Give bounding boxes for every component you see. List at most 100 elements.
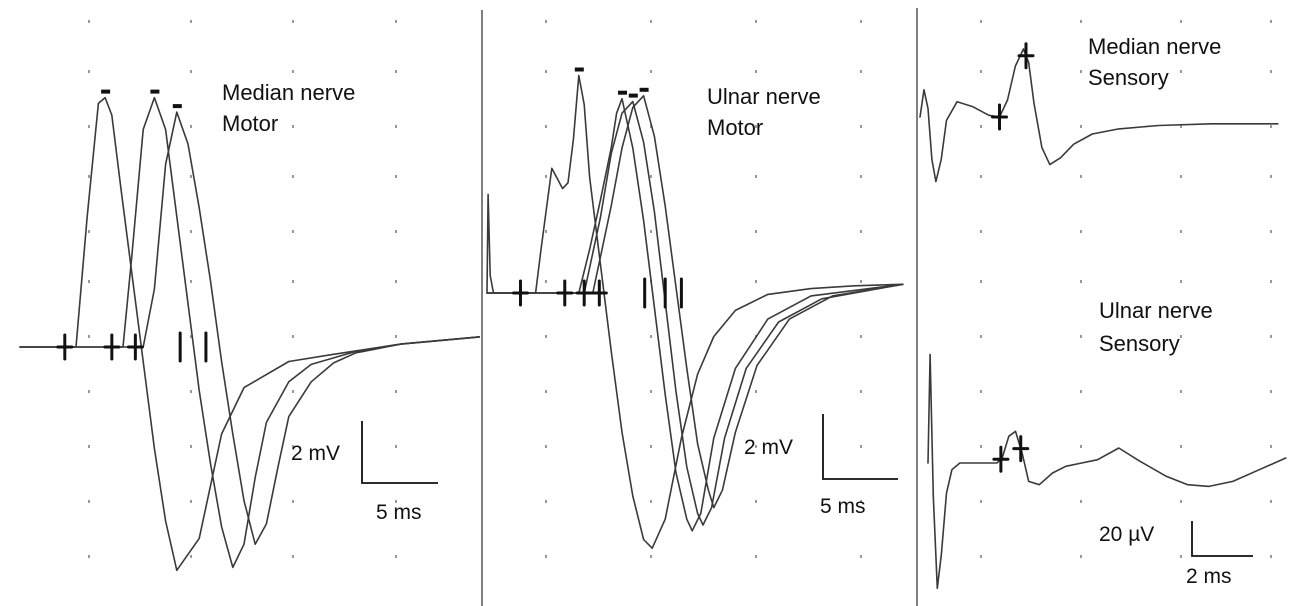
grid-dot xyxy=(860,390,862,393)
grid-dot xyxy=(1080,390,1082,393)
grid-dot xyxy=(860,70,862,73)
median-motor-scale-time: 5 ms xyxy=(376,501,422,524)
grid-dot xyxy=(190,390,192,393)
grid-dot xyxy=(980,280,982,283)
grid-dot xyxy=(1270,175,1272,178)
ulnar-motor-scale-time: 5 ms xyxy=(820,495,866,518)
grid-dot xyxy=(1080,230,1082,233)
grid-dot xyxy=(1180,390,1182,393)
grid-dot xyxy=(88,335,90,338)
series-line-2 xyxy=(19,96,480,569)
sensory-scale-bar xyxy=(1191,521,1253,557)
grid-dot xyxy=(755,70,757,73)
grid-dot xyxy=(1180,335,1182,338)
grid-dot xyxy=(650,20,652,23)
grid-dot xyxy=(190,175,192,178)
grid-dot xyxy=(1180,175,1182,178)
grid-dot xyxy=(980,500,982,503)
grid-dot xyxy=(292,500,294,503)
grid-dot xyxy=(190,445,192,448)
grid-dot xyxy=(1080,500,1082,503)
grid-dot xyxy=(860,230,862,233)
grid-dot xyxy=(292,390,294,393)
grid-dot xyxy=(1180,20,1182,23)
grid-dot xyxy=(1080,70,1082,73)
grid-dot xyxy=(395,445,397,448)
grid-dot xyxy=(88,280,90,283)
grid-dot xyxy=(1270,390,1272,393)
background-grid-dots xyxy=(88,20,1272,558)
grid-dot xyxy=(755,175,757,178)
grid-dot xyxy=(395,175,397,178)
grid-dot xyxy=(1180,125,1182,128)
grid-dot xyxy=(755,500,757,503)
peak-marker-1 xyxy=(574,67,584,72)
ulnar-motor-markers xyxy=(511,277,683,309)
grid-dot xyxy=(395,125,397,128)
grid-dot xyxy=(650,445,652,448)
grid-dot xyxy=(395,390,397,393)
peak-marker-1 xyxy=(101,89,111,94)
grid-dot xyxy=(1080,445,1082,448)
series-line-1 xyxy=(486,74,904,549)
ulnar-motor-panel: Ulnar nerve Motor 2 mV 5 ms xyxy=(486,67,904,549)
grid-dot xyxy=(650,70,652,73)
grid-dot xyxy=(292,280,294,283)
grid-dot xyxy=(860,335,862,338)
sensory-scale-amplitude: 20 µV xyxy=(1099,523,1154,546)
grid-dot xyxy=(980,175,982,178)
grid-dot xyxy=(1180,230,1182,233)
grid-dot xyxy=(190,280,192,283)
series-line-2 xyxy=(486,97,904,532)
grid-dot xyxy=(395,555,397,558)
grid-dot xyxy=(755,125,757,128)
grid-dot xyxy=(545,70,547,73)
grid-dot xyxy=(1180,280,1182,283)
peak-marker-3 xyxy=(628,93,638,98)
series-line-1 xyxy=(919,48,1279,183)
grid-dot xyxy=(190,20,192,23)
median-sensory-traces xyxy=(919,48,1279,183)
grid-dot xyxy=(860,125,862,128)
peak-marker-3 xyxy=(172,104,182,109)
grid-dot xyxy=(1080,125,1082,128)
grid-dot xyxy=(395,230,397,233)
grid-dot xyxy=(545,280,547,283)
grid-dot xyxy=(1080,555,1082,558)
sensory-scale-time: 2 ms xyxy=(1186,565,1232,588)
grid-dot xyxy=(88,230,90,233)
grid-dot xyxy=(292,445,294,448)
grid-dot xyxy=(755,230,757,233)
grid-dot xyxy=(190,230,192,233)
median-motor-scale-amplitude: 2 mV xyxy=(291,442,340,465)
median-motor-panel: Median nerve Motor 2 mV 5 ms xyxy=(19,80,480,572)
grid-dot xyxy=(1080,175,1082,178)
grid-dot xyxy=(1270,230,1272,233)
grid-dot xyxy=(650,230,652,233)
grid-dot xyxy=(292,70,294,73)
grid-dot xyxy=(860,20,862,23)
ulnar-motor-traces xyxy=(486,67,904,549)
median-motor-traces xyxy=(19,89,480,572)
grid-dot xyxy=(545,230,547,233)
grid-dot xyxy=(1180,555,1182,558)
grid-dot xyxy=(650,500,652,503)
grid-dot xyxy=(1180,500,1182,503)
grid-dot xyxy=(292,175,294,178)
grid-dot xyxy=(755,445,757,448)
ulnar-sensory-traces xyxy=(927,353,1287,590)
grid-dot xyxy=(545,20,547,23)
series-line-3 xyxy=(486,100,904,526)
grid-dot xyxy=(395,70,397,73)
ulnar-sensory-panel: Ulnar nerve Sensory 20 µV 2 ms xyxy=(927,298,1287,590)
grid-dot xyxy=(650,390,652,393)
grid-dot xyxy=(88,175,90,178)
grid-dot xyxy=(88,20,90,23)
grid-dot xyxy=(650,175,652,178)
grid-dot xyxy=(88,445,90,448)
grid-dot xyxy=(650,335,652,338)
ulnar-sensory-label-line1: Ulnar nerve xyxy=(1099,298,1213,323)
grid-dot xyxy=(1080,20,1082,23)
grid-dot xyxy=(980,230,982,233)
